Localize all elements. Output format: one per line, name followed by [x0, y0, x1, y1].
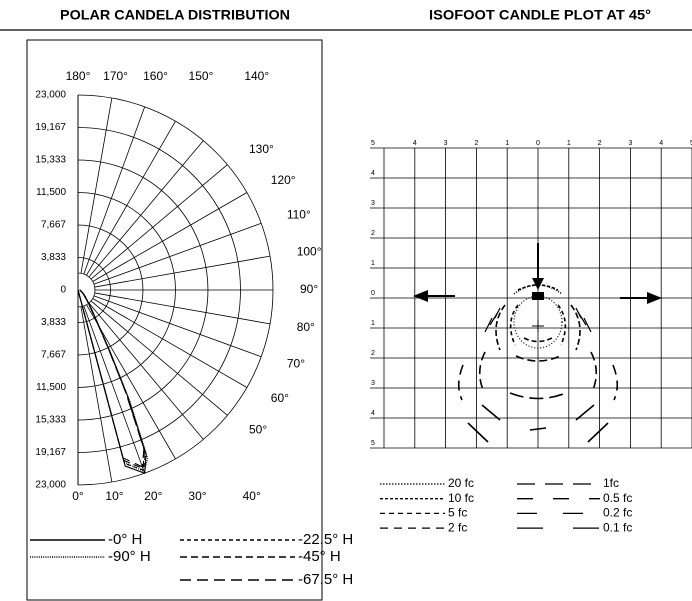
y-tick-label: 4	[371, 170, 375, 177]
angle-label: 120°	[271, 173, 296, 187]
y-tick-label: 3	[371, 380, 375, 387]
angle-label: 20°	[144, 489, 162, 503]
iso-legend-label: 2 fc	[448, 520, 467, 534]
angle-line	[90, 164, 228, 280]
legend-label: -45° H	[298, 548, 341, 565]
y-tick-label: 1	[371, 260, 375, 267]
angle-label: 180°	[66, 69, 91, 83]
angle-line	[88, 140, 204, 278]
iso-legend-label: 0.1 fc	[603, 520, 632, 534]
x-tick-label: 1	[567, 140, 571, 147]
angle-label: 40°	[243, 489, 261, 503]
x-tick-label: 3	[444, 140, 448, 147]
x-tick-label: 2	[474, 140, 478, 147]
y-tick-label: 3	[371, 200, 375, 207]
angle-label: 30°	[188, 489, 206, 503]
y-tick-label: 0	[371, 290, 375, 297]
r-tick-label: 7,667	[41, 350, 66, 361]
iso-legend-label: 10 fc	[448, 491, 474, 505]
contours	[457, 284, 619, 443]
angle-label: 70°	[287, 357, 305, 371]
angle-label: 50°	[249, 422, 267, 436]
polar-title: POLAR CANDELA DISTRIBUTION	[60, 7, 290, 23]
r-tick-label: 19,167	[35, 447, 66, 458]
y-tick-label: 1	[371, 320, 375, 327]
r-tick-label: 7,667	[41, 220, 66, 231]
candela-curve	[77, 289, 145, 468]
y-tick-label: 4	[371, 410, 375, 417]
angle-label: 100°	[297, 244, 322, 258]
legend-label: -67.5° H	[298, 571, 353, 588]
angle-line	[83, 305, 146, 474]
r-tick-label: 23,000	[35, 90, 66, 101]
angle-line	[80, 306, 113, 483]
polar-frame	[26, 39, 323, 601]
angle-label: 150°	[189, 69, 214, 83]
angle-label: 90°	[300, 282, 318, 296]
angle-label: 0°	[72, 489, 84, 503]
angle-line	[90, 300, 228, 416]
legend-label: -0° H	[108, 531, 142, 548]
x-tick-label: 5	[690, 140, 692, 147]
y-tick-label: 5	[371, 440, 375, 447]
angle-label: 170°	[103, 69, 128, 83]
x-tick-label: 0	[536, 140, 540, 147]
angle-label: 110°	[287, 208, 311, 222]
legend-label: -22.5° H	[298, 531, 353, 548]
iso-title: ISOFOOT CANDLE PLOT AT 45°	[429, 7, 651, 23]
y-tick-label: 5	[371, 140, 375, 147]
iso-legend-label: 5 fc	[448, 506, 467, 520]
angle-line	[92, 192, 248, 282]
x-tick-label: 3	[628, 140, 632, 147]
iso-legend-label: 1fc	[603, 476, 619, 490]
x-tick-label: 4	[659, 140, 663, 147]
angle-label: 10°	[105, 489, 123, 503]
r-tick-label: 15,333	[35, 415, 66, 426]
angle-label: 80°	[297, 320, 315, 334]
angle-label: 130°	[249, 142, 274, 156]
x-tick-label: 2	[598, 140, 602, 147]
legend-label: -90° H	[108, 548, 151, 565]
r-tick-label: 11,500	[36, 187, 66, 198]
r-tick-label: 19,167	[35, 122, 66, 133]
angle-label: 160°	[143, 69, 168, 83]
r-tick-label: 0	[60, 285, 66, 296]
angle-line	[94, 292, 271, 325]
angle-line	[88, 302, 204, 440]
angle-line	[80, 97, 113, 274]
angle-line	[93, 295, 262, 358]
angle-label: 140°	[244, 69, 269, 83]
r-tick-label: 3,833	[41, 317, 66, 328]
x-tick-label: 4	[413, 140, 417, 147]
r-tick-label: 11,500	[36, 382, 66, 393]
y-tick-label: 2	[371, 230, 375, 237]
r-tick-label: 3,833	[41, 252, 66, 263]
r-tick-label: 23,000	[35, 480, 66, 491]
x-tick-label: 1	[505, 140, 509, 147]
angle-line	[94, 255, 271, 288]
iso-legend-label: 0.5 fc	[603, 491, 632, 505]
angle-line	[83, 106, 146, 275]
iso-legend-label: 0.2 fc	[603, 506, 632, 520]
angle-line	[92, 298, 248, 388]
r-tick-label: 15,333	[35, 155, 66, 166]
y-tick-label: 2	[371, 350, 375, 357]
iso-legend-label: 20 fc	[448, 476, 474, 490]
angle-line	[93, 222, 262, 285]
angle-line	[86, 120, 176, 276]
angle-label: 60°	[271, 391, 289, 405]
